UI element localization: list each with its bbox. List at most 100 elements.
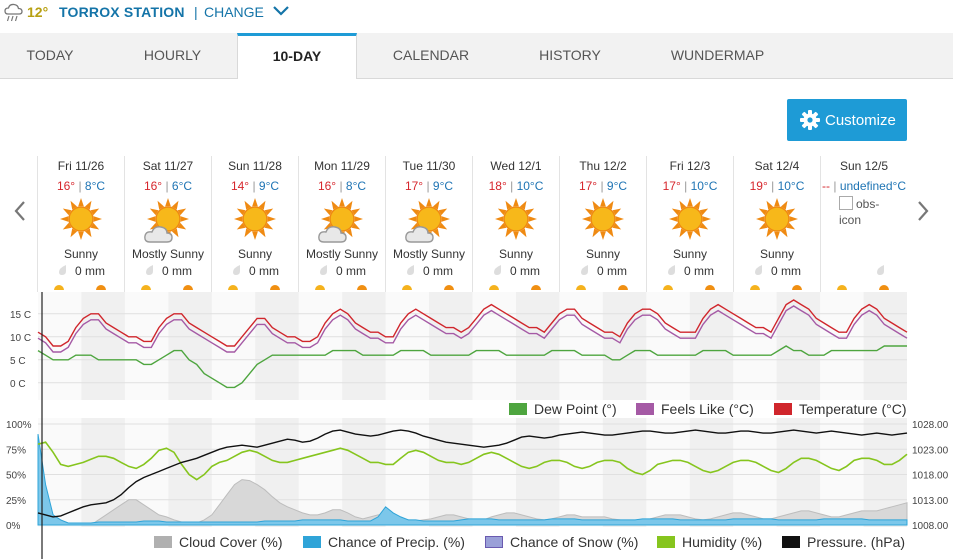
tab-calendar[interactable]: CALENDAR [392,47,470,63]
temp-axis-label: 15 C [10,310,31,321]
day-column[interactable]: Sun 12/5 -- | undefined°C obs-icon [820,156,907,292]
ten-day-forecast: Fri 11/26 16° | 8°C Sunny 0 mm Sat 11/27 16° … [37,156,907,292]
night-band [602,292,647,400]
day-temps: 17° | 9°C [404,179,454,193]
day-column[interactable]: Fri 11/26 16° | 8°C Sunny 0 mm [37,156,124,292]
high-temp: 17° [404,179,424,193]
high-temp: 17° [662,179,681,193]
day-name: Sat 11/27 [142,159,194,173]
day-name: Wed 12/1 [490,159,542,173]
chevron-down-icon[interactable] [272,4,290,18]
high-temp: 19° [749,179,768,193]
raindrop-icon [581,265,588,275]
night-band [515,292,560,400]
sun-cloud-icon [144,198,189,243]
day-temps: 17° | 9°C [578,179,628,193]
change-station-link[interactable]: CHANGE [204,4,264,20]
sun-phase-icons [54,285,106,290]
tab-today[interactable]: TODAY [26,47,74,63]
condition-text: Sunny [63,247,99,261]
sun-cloud-icon [318,198,363,243]
low-temp: 6°C [171,179,193,193]
day-column[interactable]: Tue 11/30 17° | 9°C Mostly Sunny 0 mm [385,156,472,292]
day-temps: 16° | 6°C [143,179,193,193]
precip-amount: 0 mm [212,264,298,278]
legend-temperature[interactable]: Temperature (°C) [774,401,907,417]
low-temp: 10°C [690,179,718,193]
night-band [429,418,473,527]
day-temps: 14° | 9°C [230,179,280,193]
sun-icon [669,198,711,240]
day-name: Mon 11/29 [314,159,370,173]
tab-wundermap[interactable]: WUNDERMAP [670,47,765,63]
legend-snow[interactable]: Chance of Snow (%) [485,534,638,550]
pressure-axis-label: 1023.00 [912,445,949,456]
high-temp: -- [822,179,830,193]
tab-hourly[interactable]: HOURLY [143,47,202,63]
sun-cloud-icon [405,198,450,243]
condition-text: Sunny [759,247,795,261]
day-name: Fri 11/26 [57,159,105,173]
legend-dew-point[interactable]: Dew Point (°) [509,401,617,417]
sun-phase-icons [315,285,367,290]
legend-precip[interactable]: Chance of Precip. (%) [303,534,465,550]
day-name: Tue 11/30 [402,159,456,173]
day-column[interactable]: Wed 12/1 18° | 10°C Sunny 0 mm [472,156,559,292]
prev-arrow-icon[interactable] [12,198,28,224]
day-column[interactable]: Thu 12/2 17° | 9°C Sunny 0 mm [559,156,646,292]
pct-axis-label: 25% [6,496,26,507]
raindrop-icon [407,265,414,275]
day-column[interactable]: Sat 11/27 16° | 6°C Mostly Sunny 0 mm [124,156,211,292]
night-band [515,418,560,527]
legend-humidity[interactable]: Humidity (%) [657,534,762,550]
night-band [342,292,386,400]
pct-axis-label: 0% [6,521,21,532]
broken-image-icon: obs-icon [839,196,880,227]
tab-10-day[interactable]: 10-DAY [237,33,357,79]
sun-icon [582,198,624,240]
pressure-line [37,429,908,518]
day-name: Sun 11/28 [228,159,282,173]
condition-text: Mostly Sunny [305,247,379,261]
legend-pressure[interactable]: Pressure. (hPa) [782,534,905,550]
dew-point-line [37,345,907,389]
legend-cloud-cover[interactable]: Cloud Cover (%) [154,534,282,550]
temperature-line [37,299,908,347]
station-name[interactable]: TORROX STATION [59,4,185,20]
low-temp: 9°C [606,179,628,193]
raindrop-icon [320,265,327,275]
next-arrow-icon[interactable] [915,198,931,224]
tab-history[interactable]: HISTORY [539,47,601,63]
low-temp: 8°C [84,179,106,193]
customize-button[interactable]: Customize [787,99,907,141]
day-column[interactable]: Sun 11/28 14° | 9°C Sunny 0 mm [211,156,298,292]
day-column[interactable]: Fri 12/3 17° | 10°C Sunny 0 mm [646,156,733,292]
sun-icon [60,198,102,240]
low-temp: 10°C [516,179,544,193]
high-temp: 14° [230,179,250,193]
condition-text: Mostly Sunny [131,247,205,261]
sun-icon [234,198,276,240]
legend-feels-like[interactable]: Feels Like (°C) [636,401,754,417]
pressure-axis-label: 1028.00 [912,420,949,431]
condition-text: Sunny [498,247,534,261]
day-temps: 16° | 8°C [56,179,106,193]
night-band [602,418,647,527]
night-band [81,292,125,400]
low-temp: 9°C [258,179,280,193]
high-temp: 16° [143,179,163,193]
pressure-axis-label: 1008.00 [912,521,949,532]
day-column[interactable]: Mon 11/29 16° | 8°C Mostly Sunny 0 mm [298,156,385,292]
sun-phase-icons [837,285,889,290]
condition-text: Sunny [672,247,708,261]
pressure-axis-label: 1013.00 [912,496,949,507]
night-band [429,292,473,400]
day-temps: 17° | 10°C [662,179,718,193]
precip-amount: 0 mm [386,264,472,278]
rain-cloud-icon [4,3,23,22]
raindrop-icon [668,265,675,275]
day-column[interactable]: Sat 12/4 19° | 10°C Sunny 0 mm [733,156,820,292]
sun-icon [756,198,798,240]
gear-icon [800,110,820,130]
precip-amount: 0 mm [734,264,820,278]
